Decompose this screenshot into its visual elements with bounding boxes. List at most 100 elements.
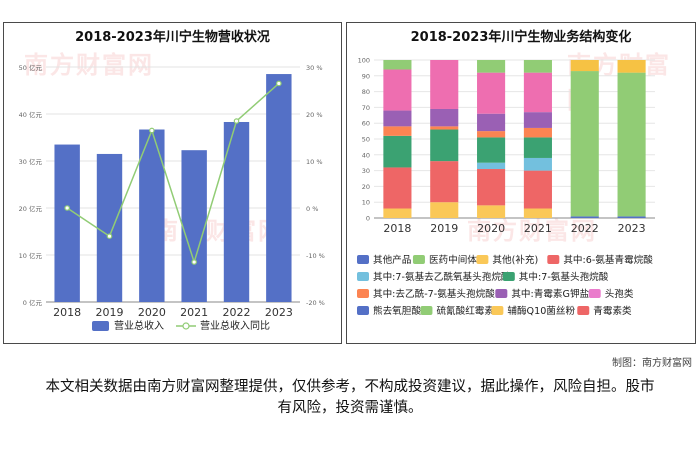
legend-swatch	[357, 289, 369, 298]
structure-chart-svg: 0 10 20 30 40 50 60 70 80 90 100 2018 2019 2020 2021 20…	[357, 57, 655, 317]
legend-swatch	[502, 272, 515, 281]
y-left-tick-label: 0 亿元	[23, 298, 43, 307]
y-right-tick-label: 20 %	[306, 111, 323, 119]
legend-swatch	[577, 306, 590, 315]
stack-segment	[477, 131, 506, 138]
revenue-bar	[223, 121, 250, 303]
stack-segment	[523, 127, 552, 138]
stack-segment	[383, 110, 412, 127]
x-tick-label: 2018	[53, 306, 81, 319]
x-tick-label: 2019	[96, 306, 124, 319]
stack-segment	[523, 112, 552, 128]
y-tick-label: 50	[362, 136, 370, 144]
stack-segment	[430, 129, 459, 162]
legend-swatch	[412, 255, 425, 264]
yoy-growth-point	[233, 118, 240, 124]
legend-swatch	[357, 306, 369, 315]
stack-segment	[477, 113, 506, 132]
x-tick-label: 2020	[138, 306, 166, 319]
y-left-tick-label: 10 亿元	[19, 251, 43, 260]
x-tick-label: 2022	[223, 306, 251, 319]
stack-segment	[430, 60, 459, 109]
stack-segment	[523, 157, 552, 171]
yoy-growth-point	[149, 127, 155, 134]
y-right-tick-label: -20 %	[306, 299, 325, 307]
x-tick-label: 2023	[618, 222, 646, 235]
x-tick-label: 2022	[571, 222, 599, 235]
legend-label: 硫氰酸红霉素	[436, 305, 494, 317]
y-tick-label: 70	[362, 104, 370, 112]
legend-swatch	[420, 306, 433, 315]
legend-swatch	[495, 289, 508, 298]
stack-segment	[477, 60, 506, 73]
y-tick-label: 10	[362, 199, 370, 207]
y-tick-label: 40	[362, 151, 370, 159]
stack-segment	[523, 72, 552, 113]
stack-segment	[617, 60, 646, 73]
stack-segment	[477, 162, 506, 170]
x-tick-label: 2023	[265, 306, 293, 319]
structure-chart-panel: 2018-2023年川宁生物业务结构变化 南方财富网 南方财富网 0102030…	[346, 22, 696, 344]
x-tick-label: 2019	[430, 222, 458, 235]
stack-segment	[570, 71, 599, 217]
revenue-bar	[139, 129, 165, 302]
revenue-bar	[181, 150, 207, 302]
yoy-growth-point	[106, 233, 113, 240]
legend-label: 其中:青霉素G钾盐	[511, 288, 589, 300]
credit-label: 制图：南方财富网	[612, 358, 692, 369]
y-left-tick-label: 40 亿元	[19, 110, 43, 119]
stack-segment	[617, 216, 646, 218]
legend-label: 其他(补充)	[492, 254, 538, 266]
stack-segment	[570, 60, 599, 72]
legend-label: 辅酶Q10菌丝粉	[507, 305, 575, 317]
x-tick-label: 2020	[477, 222, 505, 235]
yoy-growth-line	[66, 82, 280, 265]
stack-segment	[523, 60, 552, 73]
yoy-growth-point	[64, 205, 70, 211]
y-right-tick-label: 30 %	[306, 64, 323, 72]
stack-segment	[570, 216, 599, 218]
revenue-chart-panel: 2018-2023年川宁生物营收状况 南方财富网 南方财富网 0 亿元 10 亿元…	[3, 22, 342, 344]
y-left-tick-label: 30 亿元	[19, 157, 43, 166]
legend-label: 其中:6-氨基青霉烷酸	[563, 254, 653, 266]
legend-label: 医药中间体	[429, 254, 477, 266]
legend-label-revenue: 营业总收入	[114, 319, 164, 332]
legend-label: 青霉素类	[593, 305, 632, 317]
stack-segment	[430, 108, 459, 127]
stack-segment	[617, 72, 646, 217]
stack-segment	[477, 72, 506, 114]
legend-swatch	[547, 255, 560, 264]
legend-label: 其中:去乙酰-7-氨基头孢烷酸	[373, 288, 495, 300]
y-tick-label: 90	[362, 72, 370, 80]
revenue-bar	[96, 153, 123, 302]
legend-swatch	[476, 255, 489, 264]
y-left-tick-label: 50 亿元	[19, 63, 43, 72]
y-tick-label: 80	[362, 88, 370, 96]
stack-segment	[477, 169, 506, 206]
revenue-bar	[54, 144, 80, 302]
legend-swatch	[357, 255, 369, 264]
revenue-chart-title: 2018-2023年川宁生物营收状况	[75, 30, 270, 45]
legend-swatch-revenue	[92, 321, 109, 331]
stack-segment	[430, 126, 459, 130]
stack-segment	[383, 208, 412, 218]
stack-segment	[430, 161, 459, 203]
y-right-tick-label: -10 %	[306, 252, 325, 260]
disclaimer-text: 本文相关数据由南方财富网整理提供，仅供参考，不构成投资建议，据此操作，风险自担。…	[45, 379, 655, 416]
y-tick-label: 60	[362, 120, 370, 128]
stack-segment	[477, 205, 506, 218]
stack-segment	[383, 126, 412, 136]
legend-swatch-yoy-point	[182, 322, 190, 330]
revenue-bar	[266, 74, 292, 302]
legend-label: 其中:7-氨基去乙酰氧基头孢烷酸	[373, 271, 511, 283]
legend-swatch	[588, 289, 601, 298]
y-right-tick-label: 10 %	[306, 158, 323, 166]
stack-segment	[383, 167, 412, 209]
stack-segment	[523, 208, 552, 218]
legend-swatch	[491, 306, 504, 315]
stack-segment	[523, 170, 552, 209]
y-left-tick-label: 20 亿元	[19, 204, 43, 213]
legend-label: 其中:7-氨基头孢烷酸	[519, 271, 609, 283]
legend-label: 头孢类	[605, 288, 634, 300]
legend-label-yoy: 营业总收入同比	[200, 319, 270, 332]
